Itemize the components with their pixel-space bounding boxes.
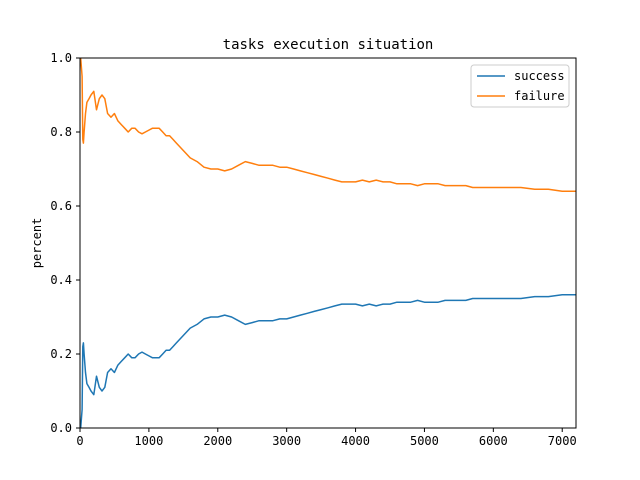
legend: success failure: [470, 64, 570, 108]
y-tick-label: 1.0: [50, 51, 72, 65]
y-tick-label: 0.2: [50, 347, 72, 361]
y-tick-label: 0.8: [50, 125, 72, 139]
plot-area: [79, 57, 576, 429]
x-axis-ticks: 0 1000 2000 3000 4000 5000 6000 7000: [76, 428, 577, 448]
chart-title: tasks execution situation: [223, 37, 434, 53]
x-tick-label: 4000: [341, 434, 370, 448]
y-axis-ticks: 0.0 0.2 0.4 0.6 0.8 1.0: [50, 51, 80, 435]
series-line-success: [79, 294, 576, 429]
y-tick-label: 0.0: [50, 421, 72, 435]
x-tick-label: 3000: [272, 434, 301, 448]
y-tick-label: 0.4: [50, 273, 72, 287]
x-tick-label: 7000: [548, 434, 577, 448]
x-tick-label: 0: [76, 434, 83, 448]
plot-frame: [79, 57, 577, 429]
series-line-failure: [79, 57, 576, 192]
x-tick-label: 6000: [479, 434, 508, 448]
x-tick-label: 1000: [134, 434, 163, 448]
legend-label-success: success: [514, 69, 565, 83]
y-axis-label: percent: [30, 218, 44, 269]
legend-label-failure: failure: [514, 89, 565, 103]
x-tick-label: 2000: [203, 434, 232, 448]
y-tick-label: 0.6: [50, 199, 72, 213]
x-tick-label: 5000: [410, 434, 439, 448]
